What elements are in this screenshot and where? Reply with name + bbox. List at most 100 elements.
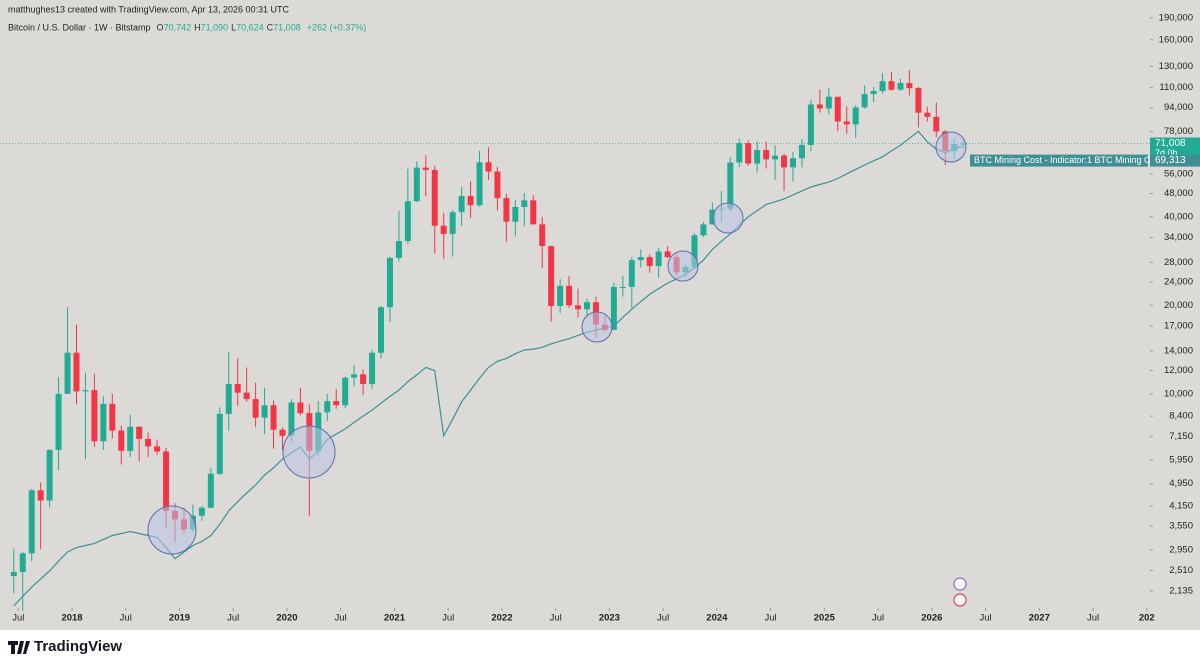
candle-body <box>825 96 832 109</box>
candle-body <box>333 401 340 406</box>
candle-body <box>664 251 671 258</box>
candle-body <box>548 246 555 306</box>
symbol-title: Bitcoin / U.S. Dollar · 1W · Bitstamp <box>8 22 151 32</box>
countdown-label: 7d 0h <box>1155 148 1178 158</box>
candle-body <box>288 402 295 436</box>
x-tick-label: Jul <box>120 613 132 624</box>
x-tick-label: Jul <box>1087 613 1099 624</box>
candle-body <box>870 91 877 95</box>
y-tick-label: 78,000 <box>1164 126 1193 137</box>
candle-body <box>145 438 152 447</box>
y-tick-label: 40,000 <box>1164 211 1193 222</box>
candle-body <box>816 104 823 109</box>
y-tick-label: 14,000 <box>1164 345 1193 356</box>
ohlc-legend-item: +262 (+0.37%) <box>307 22 367 32</box>
candle-body <box>369 352 376 385</box>
y-tick-label: 4,150 <box>1169 501 1193 512</box>
ohlc-legend-item: H <box>194 22 201 32</box>
candle-body <box>807 104 814 145</box>
candle-body <box>512 206 519 222</box>
x-tick-label: 2022 <box>491 613 512 624</box>
candle-body <box>404 201 411 242</box>
candle-body <box>28 490 35 554</box>
candle-body <box>449 212 456 234</box>
candle-body <box>154 446 161 452</box>
x-tick-label: 2025 <box>814 613 836 624</box>
candle-body <box>494 171 501 199</box>
candle-body <box>225 384 232 414</box>
ohlc-legend-item: O <box>157 22 164 32</box>
candle-body <box>37 490 44 501</box>
y-tick-label: 2,950 <box>1169 544 1193 555</box>
candle-body <box>10 571 17 577</box>
mining-cost-line <box>13 130 964 607</box>
ohlc-legend: O 70,742 H 71,090 L 70,624 C 71,008 +262 (+0.37%… <box>157 22 367 32</box>
candle-body <box>55 393 62 450</box>
candle-body <box>109 403 116 431</box>
brand-logo <box>8 641 30 654</box>
event-icon <box>953 593 967 607</box>
candle-body <box>440 225 447 234</box>
candle-body <box>906 83 913 89</box>
y-tick-label: 5,950 <box>1169 455 1193 466</box>
candle-body <box>378 307 385 353</box>
x-tick-label: 2027 <box>1029 613 1050 624</box>
candle-body <box>351 374 358 378</box>
y-tick-label: 160,000 <box>1159 34 1193 45</box>
header: matthughes13 created with TradingView.co… <box>8 4 290 14</box>
candle-body <box>503 198 510 222</box>
candle-body <box>521 200 528 207</box>
candle-body <box>924 112 931 117</box>
highlight-circle <box>667 250 699 282</box>
candle-body <box>467 195 474 206</box>
candle-body <box>798 144 805 159</box>
candle-body <box>73 352 80 392</box>
candle-body <box>136 426 143 439</box>
x-tick-label: 2024 <box>706 613 728 624</box>
candle-body <box>243 392 250 400</box>
candle-body <box>933 116 940 132</box>
y-tick-label: 94,000 <box>1164 102 1193 113</box>
candle-body <box>861 94 868 108</box>
y-tick-label: 8,400 <box>1169 411 1193 422</box>
x-tick-label: Jul <box>979 613 991 624</box>
candle-body <box>539 224 546 247</box>
x-tick-label: Jul <box>765 613 777 624</box>
candle-body <box>584 302 591 310</box>
ohlc-legend-item: 70,742 <box>164 22 192 32</box>
candle-body <box>557 285 564 306</box>
candle-body <box>458 195 465 213</box>
highlight-circle <box>147 505 197 555</box>
candle-body <box>888 81 895 90</box>
candle-body <box>745 142 752 164</box>
y-tick-label: 34,000 <box>1164 232 1193 243</box>
candle-body <box>207 473 214 508</box>
y-tick-label: 4,950 <box>1169 478 1193 489</box>
candle-body <box>637 257 644 261</box>
candle-body <box>628 260 635 287</box>
candle-body <box>118 430 125 451</box>
ohlc-legend-item: 70,624 <box>236 22 264 32</box>
candle-body <box>781 155 788 168</box>
x-tick-label: Jul <box>12 613 24 624</box>
y-tick-label: 2,135 <box>1169 586 1193 597</box>
y-tick-label: 2,510 <box>1169 565 1193 576</box>
event-icon <box>953 577 967 591</box>
highlight-circle <box>712 202 744 234</box>
x-tick-label: Jul <box>227 613 239 624</box>
candle-body <box>234 384 241 393</box>
x-tick-label: Jul <box>872 613 884 624</box>
y-tick-label: 130,000 <box>1159 61 1193 72</box>
candle-body <box>46 449 53 501</box>
candle-body <box>789 158 796 168</box>
y-tick-label: 10,000 <box>1164 388 1193 399</box>
x-tick-label: 2020 <box>276 613 297 624</box>
candle-body <box>530 200 537 225</box>
candle-body <box>252 399 259 418</box>
y-tick-label: 56,000 <box>1164 168 1193 179</box>
candle-body <box>610 286 617 330</box>
y-tick-label: 28,000 <box>1164 257 1193 268</box>
candle-body <box>279 429 286 436</box>
candle-body <box>700 224 707 236</box>
candle-body <box>261 405 268 418</box>
